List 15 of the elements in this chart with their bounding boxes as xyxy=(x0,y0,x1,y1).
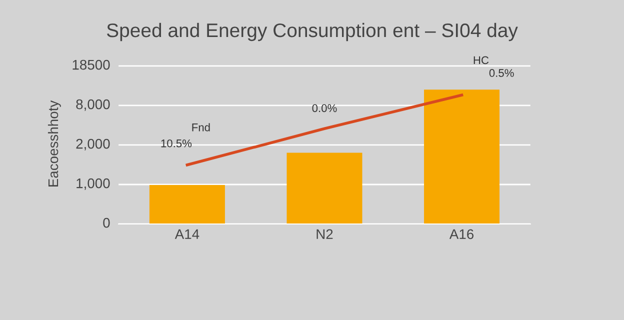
text: HC xyxy=(474,56,489,64)
text: 2,000 xyxy=(76,138,110,150)
text: 0.5% xyxy=(489,69,514,77)
y-axis-title: Eacoesshhoty xyxy=(48,100,61,186)
text: 18500 xyxy=(72,60,110,70)
annotation: 10.5% xyxy=(161,139,192,148)
x-tick-label: A14 xyxy=(174,229,200,239)
text: 8,000 xyxy=(76,99,110,111)
x-tick-label: A16 xyxy=(449,229,474,240)
text: 1,000 xyxy=(76,178,110,190)
annotation: Fnd xyxy=(192,123,210,132)
text: 0 xyxy=(103,218,110,228)
annotation: 0.0% xyxy=(312,104,337,112)
x-tick-label: N2 xyxy=(316,229,333,239)
chart-title: Speed and Energy Consumption ent – SI04 day xyxy=(106,22,518,42)
